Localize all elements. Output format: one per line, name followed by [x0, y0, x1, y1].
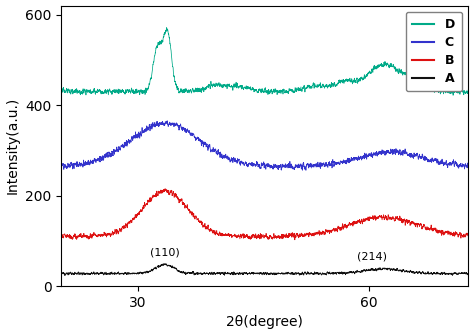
- B: [355, 219, 360, 223]
- Line: A: A: [61, 264, 468, 275]
- B: [233, 233, 238, 237]
- C: [252, 162, 258, 166]
- B: [58, 234, 64, 238]
- C: [433, 157, 439, 161]
- Text: (110): (110): [150, 247, 179, 257]
- C: [355, 158, 360, 162]
- A: [453, 271, 459, 275]
- Line: B: B: [61, 189, 468, 240]
- A: [433, 271, 438, 275]
- D: [58, 88, 64, 92]
- B: [252, 234, 258, 238]
- C: [164, 119, 170, 123]
- A: [58, 272, 64, 276]
- B: [229, 235, 235, 239]
- C: [233, 159, 238, 163]
- C: [465, 165, 471, 169]
- D: [433, 87, 438, 91]
- Legend: $\bf{D}$, $\bf{C}$, $\bf{B}$, $\bf{A}$: $\bf{D}$, $\bf{C}$, $\bf{B}$, $\bf{A}$: [406, 12, 462, 91]
- A: [233, 272, 238, 276]
- D: [229, 85, 235, 89]
- B: [162, 187, 168, 191]
- B: [292, 238, 298, 242]
- A: [229, 271, 235, 275]
- A: [450, 273, 456, 277]
- A: [465, 271, 471, 275]
- B: [433, 226, 439, 230]
- A: [252, 272, 258, 276]
- B: [465, 233, 471, 238]
- D: [453, 89, 459, 93]
- D: [465, 88, 471, 92]
- D: [252, 88, 258, 92]
- D: [233, 84, 238, 88]
- B: [453, 232, 459, 237]
- D: [450, 93, 456, 97]
- D: [164, 26, 169, 30]
- Text: (214): (214): [357, 252, 387, 262]
- A: [354, 268, 360, 272]
- C: [58, 164, 64, 169]
- Y-axis label: Intensity(a.u.): Intensity(a.u.): [6, 97, 19, 195]
- X-axis label: 2θ(degree): 2θ(degree): [227, 316, 303, 329]
- C: [453, 160, 459, 164]
- A: [161, 262, 167, 266]
- Line: C: C: [61, 121, 468, 170]
- Line: D: D: [61, 28, 468, 95]
- D: [354, 76, 360, 80]
- C: [229, 156, 235, 160]
- C: [303, 168, 309, 172]
